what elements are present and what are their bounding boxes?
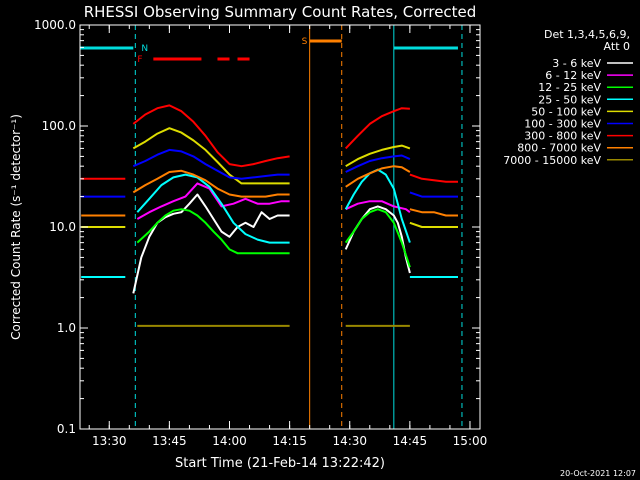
- legend-label: 3 - 6 keV: [552, 57, 601, 70]
- y-axis-label: Corrected Count Rate (s⁻¹ detector⁻¹): [9, 114, 23, 340]
- legend-label: 50 - 100 keV: [531, 105, 601, 118]
- series-line: [132, 148, 290, 180]
- y-tick-label: 100.0: [42, 119, 76, 133]
- series-line: [132, 104, 290, 168]
- x-tick-label: 13:30: [92, 434, 127, 448]
- y-tick-label: 1000.0: [34, 18, 76, 32]
- series-line: [345, 200, 411, 213]
- x-tick-label: 14:15: [272, 434, 307, 448]
- series-line: [345, 144, 411, 168]
- x-axis-label: Start Time (21-Feb-14 13:22:42): [175, 456, 385, 471]
- series-line: [344, 107, 410, 150]
- y-tick-label: 0.1: [57, 422, 76, 436]
- series-line: [132, 127, 290, 185]
- series-line: [132, 169, 290, 198]
- series-line: [409, 221, 458, 228]
- legend-label: 25 - 50 keV: [538, 93, 601, 106]
- timestamp: 20-Oct-2021 12:07: [560, 469, 636, 478]
- x-tick-label: 14:30: [332, 434, 367, 448]
- flag-label: N: [141, 44, 148, 54]
- y-tick-label: 1.0: [57, 321, 76, 335]
- legend-label: 100 - 300 keV: [524, 118, 601, 131]
- series-line: [344, 208, 411, 268]
- legend-label: 12 - 25 keV: [538, 81, 601, 94]
- series-line: [345, 154, 411, 173]
- flag-label: S: [302, 37, 308, 47]
- series-line: [409, 208, 458, 217]
- x-tick-label: 14:00: [212, 434, 247, 448]
- legend-label: 300 - 800 keV: [524, 130, 601, 143]
- legend-label: 7000 - 15000 keV: [503, 154, 601, 167]
- legend-label: 6 - 12 keV: [545, 69, 601, 82]
- x-tick-label: 14:45: [393, 434, 428, 448]
- series-line: [345, 165, 411, 188]
- x-tick-label: 13:45: [152, 434, 187, 448]
- legend-label: 800 - 7000 keV: [517, 142, 601, 155]
- series-line: [136, 208, 290, 255]
- x-tick-label: 15:00: [453, 434, 488, 448]
- series-line: [136, 182, 290, 220]
- series-line: [409, 173, 458, 183]
- series-line: [136, 173, 290, 244]
- legend-header: Att 0: [604, 40, 630, 53]
- chart-title: RHESSI Observing Summary Count Rates, Co…: [84, 3, 477, 21]
- legend-header: Det 1,3,4,5,6,9,: [544, 28, 630, 41]
- y-tick-label: 10.0: [49, 220, 76, 234]
- series-line: [409, 191, 458, 198]
- flag-label: F: [137, 55, 142, 65]
